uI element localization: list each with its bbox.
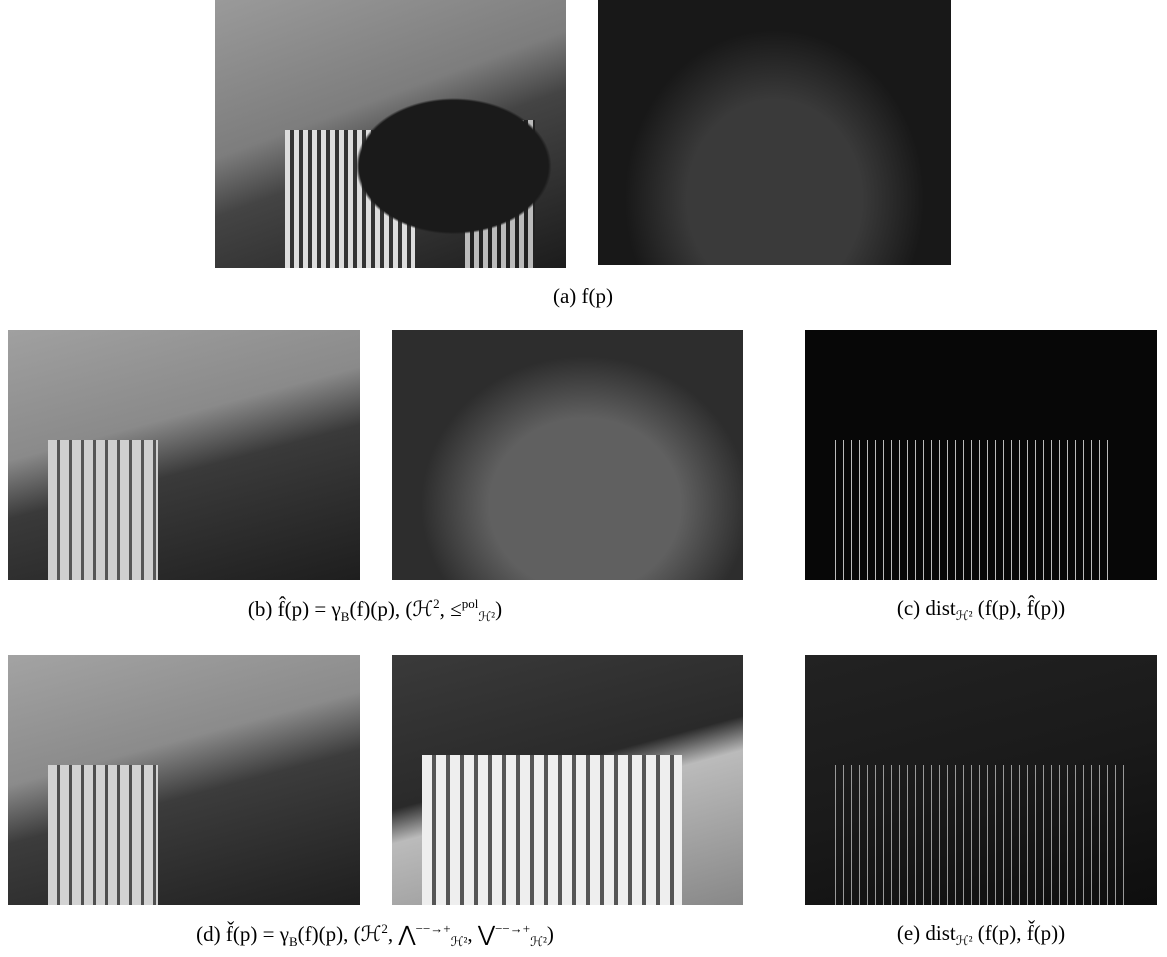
caption-text: (f(p), f̌(p)) [972,921,1066,945]
caption: (b) f̂(p) = γB(f)(p), (ℋ2, ≤polℋ²) [248,596,502,625]
caption-text: ℋ² [450,934,468,950]
caption: (d) f̌(p) = γB(f)(p), (ℋ2, ⋀−−→+ℋ², ⋁−−→… [196,921,554,950]
caption-text: , ⋁ [467,922,496,946]
caption-text: (c) dist [896,596,956,620]
image-panel [805,330,1157,580]
caption: (e) distℋ² (f(p), f̌(p)) [897,921,1065,949]
caption-text: B [340,609,350,625]
image-panel [598,0,951,265]
caption-text: B [288,934,298,950]
caption-text: −−→+ [495,921,531,936]
caption-text: (a) f(p) [552,284,614,308]
caption-text: (e) dist [896,921,956,945]
caption-text: ℋ² [955,933,973,949]
caption-text: ℋ² [955,608,973,624]
caption-text: 2 [433,596,440,611]
caption: (c) distℋ² (f(p), f̂(p)) [897,596,1065,624]
caption: (a) f(p) [553,284,613,309]
image-panel [8,655,360,905]
image-panel [8,330,360,580]
caption-text: , ≤ [439,597,462,621]
caption-text: pol [461,596,479,611]
caption-text: −−→+ [415,921,451,936]
caption-text: (b) f̂(p) = γ [247,597,341,621]
caption-text: , ⋀ [387,922,416,946]
caption-text: (f)(p), (ℋ [349,597,434,621]
caption-text: 2 [381,921,388,936]
image-panel [805,655,1157,905]
caption-text: (f)(p), (ℋ [297,922,382,946]
caption-text: ℋ² [530,934,547,950]
caption-text: (f(p), f̂(p)) [972,596,1066,620]
caption-text: (d) f̌(p) = γ [196,922,289,946]
image-panel [392,655,743,905]
caption-text: ) [495,597,503,621]
caption-text: ) [546,922,554,946]
caption-text: ℋ² [478,609,496,625]
image-panel [215,0,566,268]
image-panel [392,330,743,580]
